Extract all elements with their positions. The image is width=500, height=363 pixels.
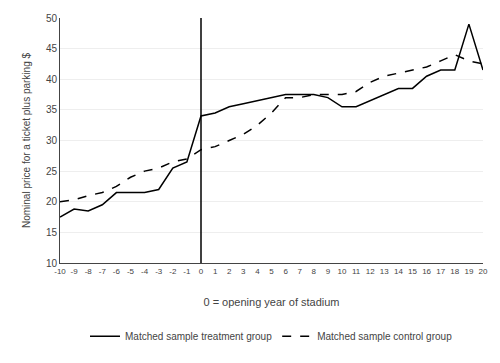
svg-text:3: 3: [241, 267, 246, 276]
svg-text:Matched sample control group: Matched sample control group: [317, 331, 452, 342]
svg-text:19: 19: [464, 267, 473, 276]
svg-text:12: 12: [366, 267, 375, 276]
svg-text:15: 15: [46, 227, 58, 238]
svg-text:-2: -2: [169, 267, 177, 276]
svg-text:-3: -3: [155, 267, 163, 276]
svg-text:-6: -6: [113, 267, 121, 276]
svg-text:-7: -7: [99, 267, 107, 276]
svg-text:11: 11: [352, 267, 361, 276]
svg-text:25: 25: [46, 166, 58, 177]
svg-text:0 = opening year of stadium: 0 = opening year of stadium: [203, 296, 339, 308]
svg-text:2: 2: [227, 267, 232, 276]
svg-text:Matched sample treatment group: Matched sample treatment group: [125, 331, 272, 342]
svg-text:8: 8: [312, 267, 317, 276]
svg-text:9: 9: [326, 267, 331, 276]
svg-text:35: 35: [46, 104, 58, 115]
svg-text:10: 10: [338, 267, 347, 276]
svg-text:-8: -8: [85, 267, 93, 276]
svg-text:18: 18: [450, 267, 459, 276]
svg-text:-10: -10: [54, 267, 66, 276]
svg-text:1: 1: [213, 267, 218, 276]
svg-text:20: 20: [46, 196, 58, 207]
svg-text:7: 7: [297, 267, 302, 276]
svg-text:Nominal price for a ticket plu: Nominal price for a ticket plus parking …: [21, 53, 32, 229]
svg-text:17: 17: [436, 267, 445, 276]
svg-text:-1: -1: [183, 267, 191, 276]
svg-text:30: 30: [46, 135, 58, 146]
svg-text:20: 20: [479, 267, 488, 276]
svg-text:-5: -5: [127, 267, 135, 276]
svg-text:14: 14: [394, 267, 403, 276]
svg-text:13: 13: [380, 267, 389, 276]
svg-text:40: 40: [46, 74, 58, 85]
svg-text:5: 5: [269, 267, 274, 276]
svg-text:16: 16: [422, 267, 431, 276]
svg-text:15: 15: [408, 267, 417, 276]
svg-text:10: 10: [46, 258, 58, 269]
svg-text:-4: -4: [141, 267, 149, 276]
svg-text:4: 4: [255, 267, 260, 276]
svg-text:6: 6: [283, 267, 288, 276]
svg-text:-9: -9: [71, 267, 79, 276]
svg-text:45: 45: [46, 43, 58, 54]
svg-text:50: 50: [46, 13, 58, 24]
svg-text:0: 0: [199, 267, 204, 276]
